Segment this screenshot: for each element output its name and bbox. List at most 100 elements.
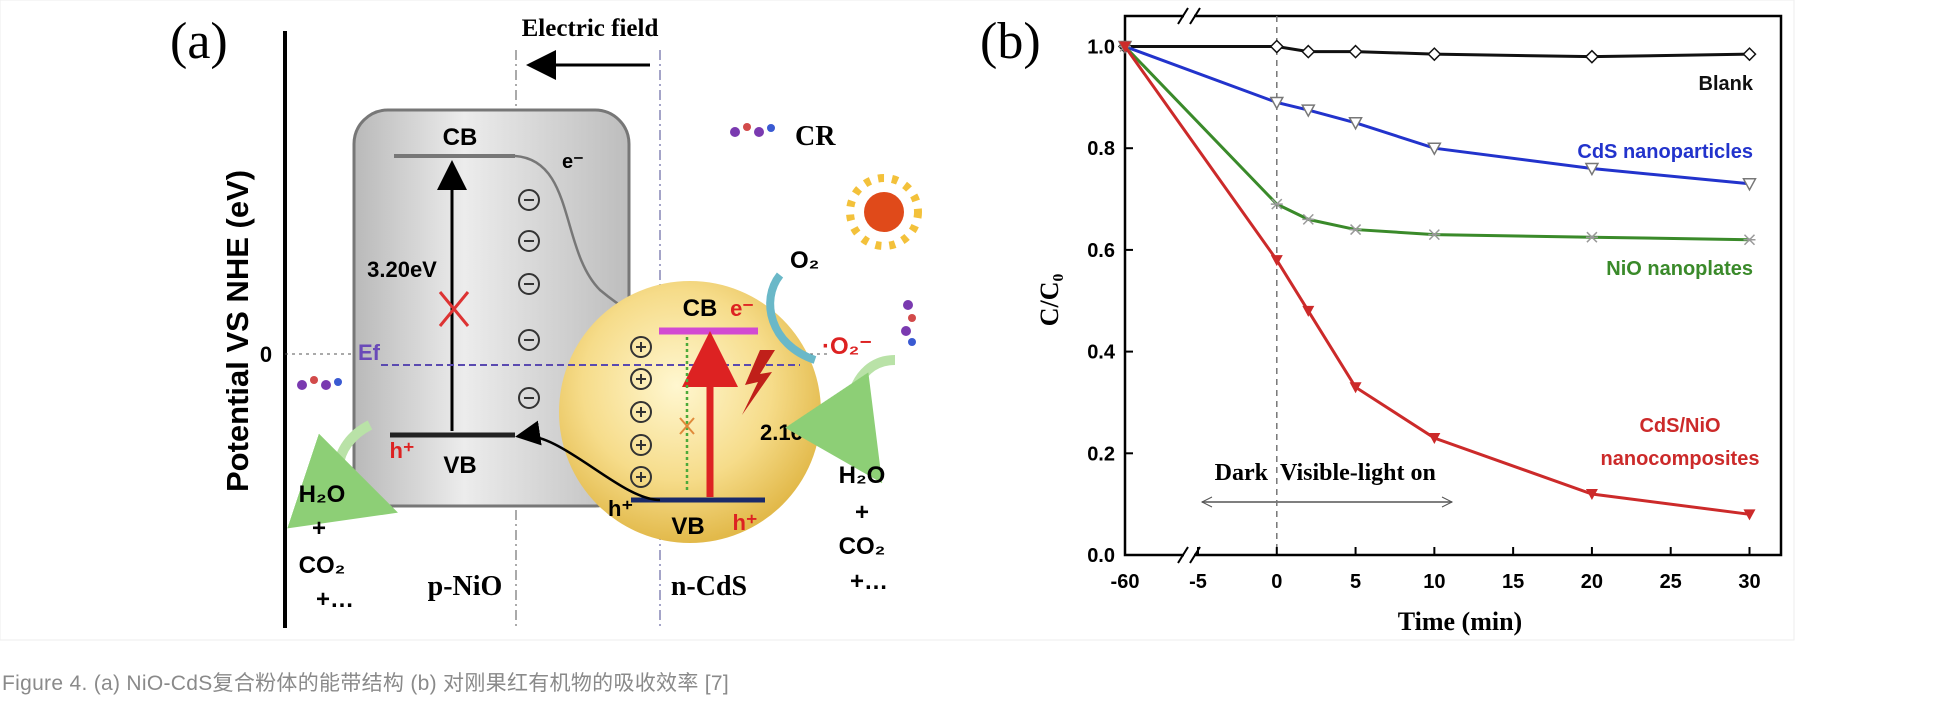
period-arrow-head xyxy=(1200,496,1454,508)
reaction-arrow xyxy=(785,355,896,484)
label: n-CdS xyxy=(671,571,747,602)
marker xyxy=(1742,47,1757,62)
marker xyxy=(1743,234,1756,246)
marker xyxy=(1302,213,1315,225)
label: VB xyxy=(671,513,704,540)
y-tick-label: 0.6 xyxy=(1087,240,1115,262)
marker xyxy=(1119,41,1131,53)
marker xyxy=(1269,96,1285,111)
y-tick-label: 1.0 xyxy=(1087,37,1115,59)
label: Ef xyxy=(358,340,381,365)
reaction-arrow xyxy=(766,272,817,364)
label: +… xyxy=(316,586,354,613)
series-label: NiO nanoplates xyxy=(1606,258,1753,280)
axis-break-gap xyxy=(1184,12,1194,20)
marker xyxy=(1301,44,1316,59)
cds-sphere xyxy=(559,281,821,543)
panel-label: (b) xyxy=(980,13,1041,70)
label: h⁺ xyxy=(732,510,757,535)
marker xyxy=(1428,229,1441,241)
x-tick-label: -5 xyxy=(1189,571,1207,593)
x-tick-label: 20 xyxy=(1581,571,1603,593)
label: e⁻ xyxy=(730,296,754,321)
label: CB xyxy=(683,295,718,322)
label: + xyxy=(855,499,869,526)
x-tick-label: 5 xyxy=(1350,571,1361,593)
axis-break-gap xyxy=(1184,551,1194,559)
figure: (a) Electric field Potential VS NHE (eV)… xyxy=(0,0,1795,641)
field-label: Electric field xyxy=(522,15,659,42)
reaction-arrow xyxy=(287,420,398,529)
marker xyxy=(1584,49,1599,64)
series-label-box: CdS/NiO nanocomposites xyxy=(1600,415,1760,470)
y-tick-label: 0.8 xyxy=(1087,138,1115,160)
marker xyxy=(1585,231,1598,243)
figure-frame xyxy=(0,0,1795,641)
marker xyxy=(1585,488,1598,500)
marker xyxy=(1348,44,1363,59)
label: e⁻ xyxy=(562,151,584,173)
series-label: CdS/NiO nanocomposites xyxy=(1600,415,1760,470)
label: 2.16eV xyxy=(760,420,830,445)
plot-frame xyxy=(1123,14,1783,557)
label: ·O₂⁻ xyxy=(822,333,872,360)
marker xyxy=(1743,509,1756,521)
marker xyxy=(1302,305,1315,317)
x-tick-label: -60 xyxy=(1111,571,1140,593)
annotation: Visible-light on xyxy=(1280,460,1436,486)
label: CR xyxy=(795,121,836,152)
label: +… xyxy=(850,568,888,595)
space-charge xyxy=(630,336,652,488)
label: VB xyxy=(443,452,476,479)
molecule-icon xyxy=(297,376,342,390)
label: h⁺ xyxy=(608,496,633,521)
blocked-mark xyxy=(679,417,695,435)
label: CO₂ xyxy=(299,552,346,579)
label: H₂O xyxy=(839,462,886,489)
panel-b: (b) C/C₀ Time (min) Dark Visible-light o… xyxy=(980,7,1783,636)
y-tick-label: 0.4 xyxy=(1087,342,1116,364)
x-tick-label: 30 xyxy=(1738,571,1760,593)
marker xyxy=(1427,142,1442,156)
y-tick-label: 0.0 xyxy=(1087,545,1115,567)
label: CB xyxy=(443,124,478,151)
marker xyxy=(1584,162,1600,177)
hole-transfer xyxy=(515,420,661,502)
label: p-NiO xyxy=(428,571,503,602)
label: CO₂ xyxy=(839,533,886,560)
annotation: Dark xyxy=(1215,460,1269,486)
space-charge xyxy=(518,189,540,409)
y-axis-label: C/C₀ xyxy=(1035,274,1064,327)
panel-label: (a) xyxy=(170,13,228,70)
molecule-icon xyxy=(730,123,775,137)
label: H₂O xyxy=(299,481,346,508)
x-tick-label: 15 xyxy=(1502,571,1524,593)
label: h⁺ xyxy=(389,438,414,463)
marker xyxy=(1269,39,1284,54)
series-label: CdS nanoparticles xyxy=(1577,141,1753,163)
x-tick-label: 0 xyxy=(1271,571,1282,593)
label: O₂ xyxy=(790,247,819,274)
light-bolt xyxy=(742,350,775,415)
sun-icon xyxy=(846,174,922,250)
marker xyxy=(1349,382,1362,394)
panel-a: (a) Electric field Potential VS NHE (eV)… xyxy=(170,13,922,630)
marker xyxy=(1427,47,1442,62)
zero-label: 0 xyxy=(260,342,272,367)
marker xyxy=(1742,178,1757,192)
blocked-mark xyxy=(438,291,470,327)
marker xyxy=(1349,224,1362,236)
x-tick-label: 10 xyxy=(1423,571,1445,593)
caption: Figure 4. (a) NiO-CdS复合粉体的能带结构 (b) 对刚果红有… xyxy=(2,672,730,695)
marker xyxy=(1348,117,1363,131)
marker xyxy=(1270,198,1283,210)
marker xyxy=(1301,104,1316,118)
label: 3.20eV xyxy=(367,257,437,282)
label: + xyxy=(312,515,326,542)
x-tick-label: 25 xyxy=(1660,571,1682,593)
axis-label: Potential VS NHE (eV) xyxy=(220,170,255,492)
marker xyxy=(1270,255,1283,267)
marker xyxy=(1428,433,1441,445)
axis-break xyxy=(1177,7,1201,25)
